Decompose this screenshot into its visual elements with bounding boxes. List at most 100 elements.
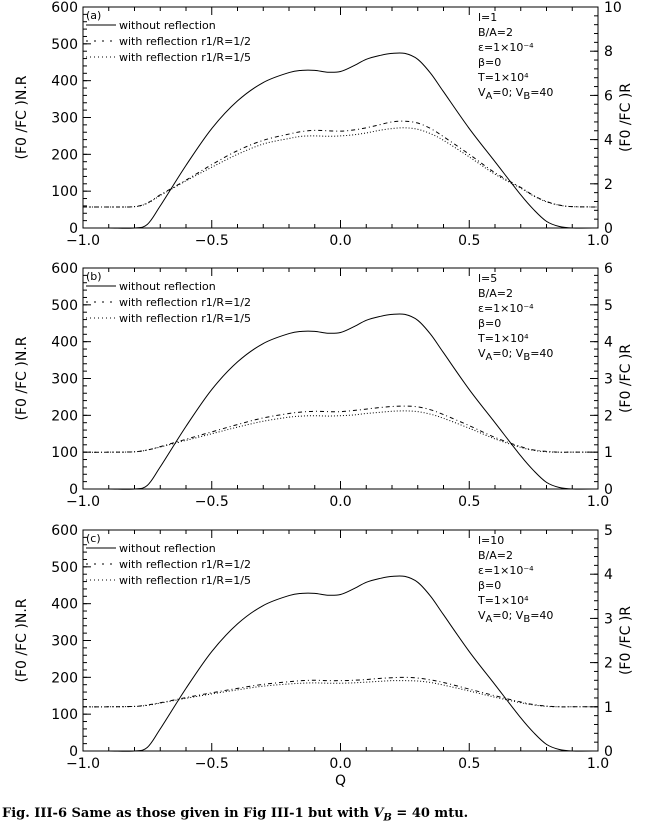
y-left-tick-label: 400 [51,74,78,90]
y-left-tick-label: 500 [51,37,78,53]
y-right-axis-label: (F0 /FC )R [618,606,634,675]
panel-b: −1.0 −0.5 0.0 0.5 1.001002003004005006000123… [14,261,634,510]
x-tick-label: 1.0 [587,756,609,772]
legend-entry: without reflection [119,280,216,293]
y-left-tick-label: 300 [51,111,78,127]
caption-variable: VB [373,806,392,824]
y-left-tick-label: 600 [51,523,78,539]
legend-entry: with reflection r1/R=1/5 [119,574,251,587]
legend-entry: without reflection [119,542,216,555]
y-left-axis-label: (F0 /FC )N.R [14,598,30,682]
x-tick-label: 0.0 [329,233,351,249]
figure-caption: Fig. III-6 Same as those given in Fig II… [2,806,468,824]
x-tick-label: −1.0 [66,494,100,510]
parameter-line: VA=0; VB=40 [478,347,553,363]
parameter-line: β=0 [478,317,501,330]
y-left-tick-label: 0 [69,482,78,498]
y-right-axis-label: (F0 /FC )R [618,83,634,152]
x-axis-label: Q [335,773,346,789]
y-right-axis-label: (F0 /FC )R [618,344,634,413]
y-right-tick-label: 5 [604,523,613,539]
series-line-solid [83,313,598,490]
y-left-tick-label: 600 [51,261,78,277]
panel-a: −1.0 −0.5 0.0 0.5 1.001002003004005006000246… [14,0,634,249]
legend-entry: with reflection r1/R=1/2 [119,35,251,48]
y-left-tick-label: 300 [51,634,78,650]
series-line-dotted [83,127,598,208]
parameter-line: B/A=2 [478,549,513,562]
x-tick-label: 0.5 [458,756,480,772]
caption-variable-subscript: B [383,812,392,824]
parameter-line: ε=1×10⁻⁴ [478,564,534,577]
parameter-line: B/A=2 [478,287,513,300]
x-tick-label: −0.5 [195,756,229,772]
y-right-tick-label: 6 [604,88,613,104]
y-left-tick-label: 0 [69,744,78,760]
y-right-tick-label: 8 [604,44,613,60]
legend-entry: without reflection [119,19,216,32]
parameter-line: B/A=2 [478,26,513,39]
y-right-tick-label: 4 [604,567,613,583]
x-tick-label: −1.0 [66,233,100,249]
y-left-axis-label: (F0 /FC )N.R [14,336,30,420]
y-left-tick-label: 500 [51,298,78,314]
x-tick-label: −0.5 [195,233,229,249]
x-tick-label: −0.5 [195,494,229,510]
y-left-tick-label: 400 [51,597,78,613]
x-tick-label: 1.0 [587,233,609,249]
x-tick-label: 0.0 [329,494,351,510]
parameter-line: T=1×10⁴ [477,332,529,345]
y-right-tick-label: 10 [604,0,622,16]
y-left-tick-label: 0 [69,221,78,237]
parameter-line: ε=1×10⁻⁴ [478,41,534,54]
series-line-dashdot [83,405,598,453]
legend-entry: with reflection r1/R=1/2 [119,296,251,309]
panel-c: −1.0 −0.5 0.0 0.5 1.001002003004005006000123… [14,523,634,789]
legend-entry: with reflection r1/R=1/5 [119,51,251,64]
y-right-tick-label: 2 [604,408,613,424]
y-left-tick-label: 200 [51,670,78,686]
y-left-tick-label: 600 [51,0,78,16]
y-left-tick-label: 100 [51,445,78,461]
y-left-tick-label: 300 [51,372,78,388]
series-line-dotted [83,410,598,453]
y-left-tick-label: 400 [51,335,78,351]
parameter-line: l=10 [478,534,504,547]
series-line-solid [83,52,598,229]
y-right-tick-label: 3 [604,372,613,388]
parameter-line: VA=0; VB=40 [478,609,553,625]
y-right-tick-label: 0 [604,482,613,498]
legend-entry: with reflection r1/R=1/5 [119,312,251,325]
y-left-axis-label: (F0 /FC )N.R [14,75,30,159]
x-tick-label: 0.5 [458,494,480,510]
y-right-tick-label: 6 [604,261,613,277]
parameter-line: l=5 [478,272,497,285]
caption-suffix: = 40 mtu. [391,806,469,821]
y-right-tick-label: 5 [604,298,613,314]
y-right-tick-label: 0 [604,744,613,760]
y-left-tick-label: 100 [51,707,78,723]
panel-label: (a) [86,9,101,22]
parameter-line: β=0 [478,56,501,69]
y-right-tick-label: 1 [604,700,613,716]
parameter-line: ε=1×10⁻⁴ [478,302,534,315]
y-right-tick-label: 4 [604,335,613,351]
y-right-tick-label: 4 [604,133,613,149]
x-tick-label: 0.0 [329,756,351,772]
y-right-tick-label: 1 [604,445,613,461]
panel-label: (c) [86,532,101,545]
parameter-line: VA=0; VB=40 [478,86,553,102]
series-line-dashdot [83,676,598,708]
y-left-tick-label: 200 [51,408,78,424]
y-right-tick-label: 3 [604,611,613,627]
x-tick-label: −1.0 [66,756,100,772]
parameter-line: β=0 [478,579,501,592]
y-left-tick-label: 200 [51,147,78,163]
y-right-tick-label: 2 [604,656,613,672]
panel-label: (b) [86,270,102,283]
y-left-tick-label: 500 [51,560,78,576]
x-tick-label: 0.5 [458,233,480,249]
series-line-solid [83,575,598,752]
y-right-tick-label: 0 [604,221,613,237]
